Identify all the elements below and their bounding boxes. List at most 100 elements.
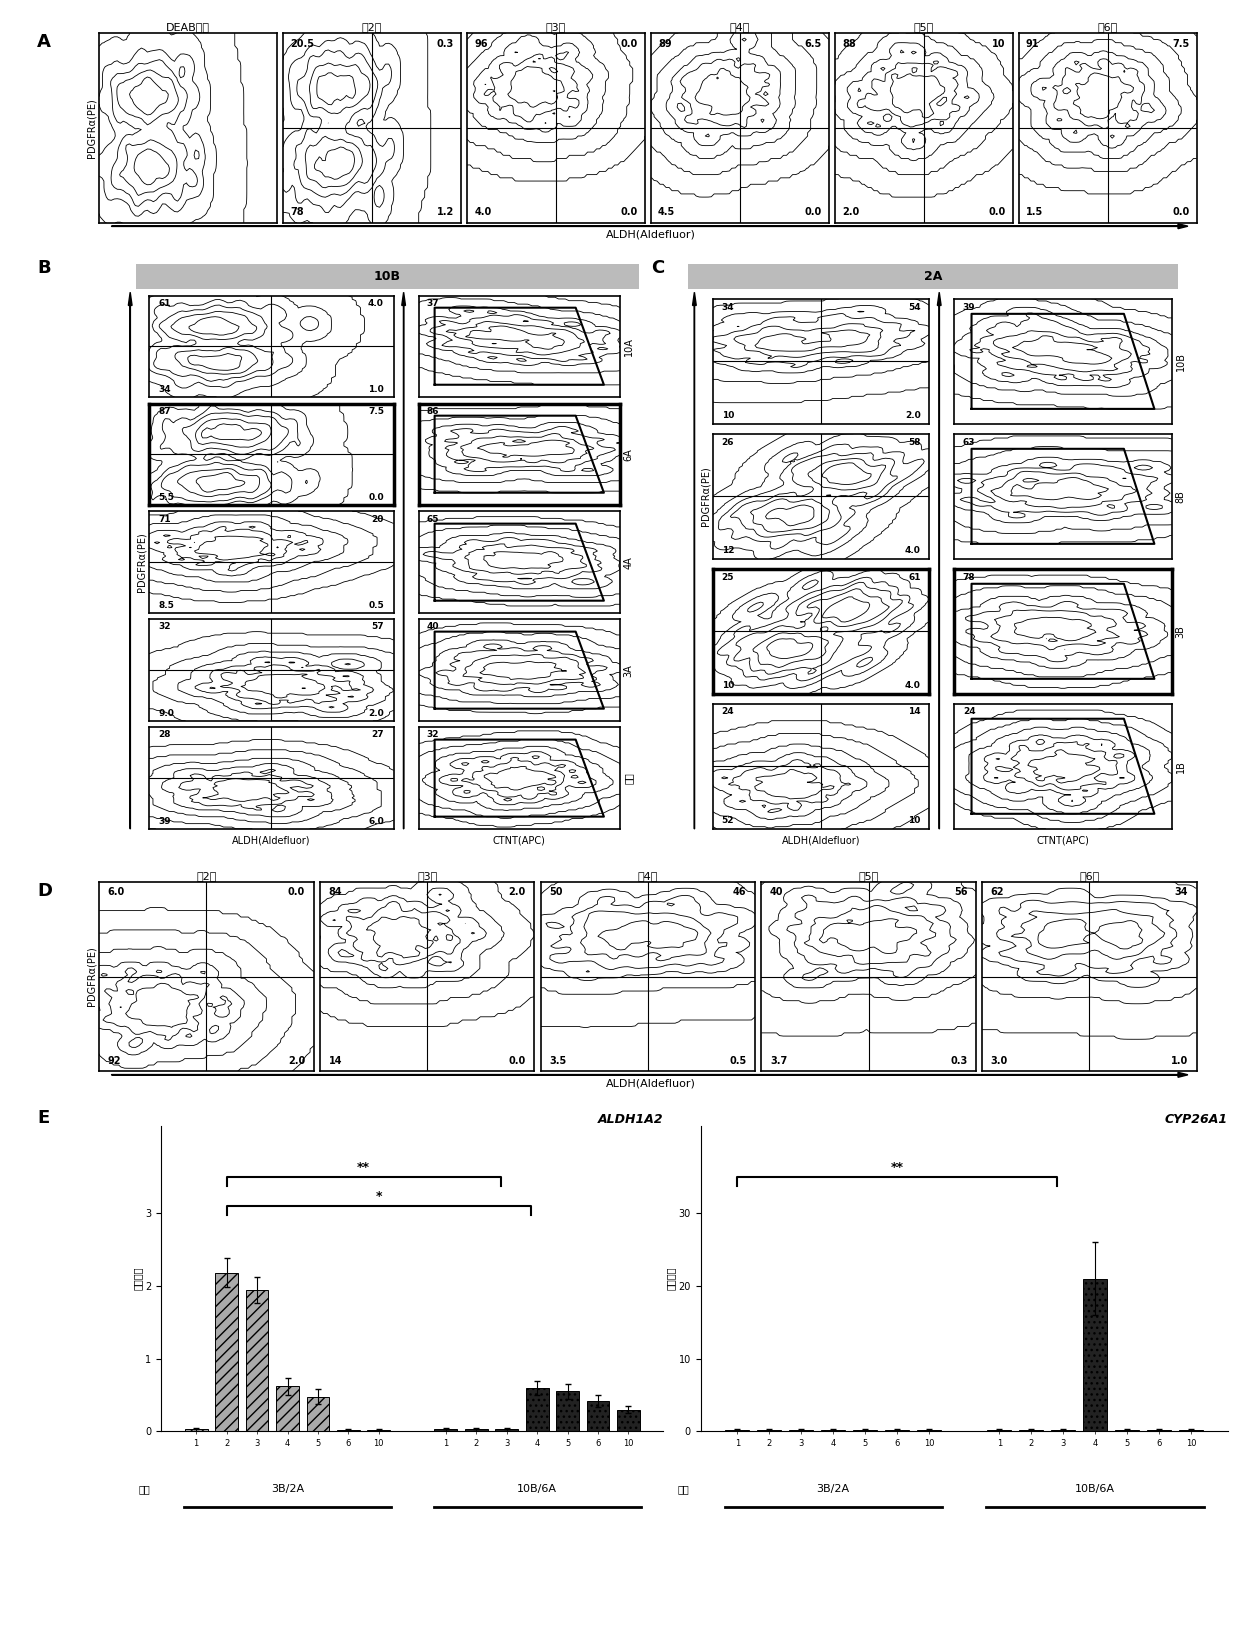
Text: 39: 39 — [962, 302, 976, 312]
Title: 第4天: 第4天 — [637, 870, 658, 882]
Text: 天数: 天数 — [678, 1484, 689, 1494]
Text: 91: 91 — [1025, 38, 1039, 50]
Text: 3A: 3A — [624, 664, 634, 677]
Text: 10B: 10B — [374, 269, 401, 282]
Text: 3.5: 3.5 — [549, 1055, 567, 1067]
Text: 40: 40 — [770, 887, 784, 898]
Text: 34: 34 — [722, 302, 734, 312]
Text: 50: 50 — [549, 887, 563, 898]
Y-axis label: PDGFRα(PE): PDGFRα(PE) — [701, 467, 711, 527]
Text: ALDH(Aldefluor): ALDH(Aldefluor) — [782, 835, 861, 845]
Text: 27: 27 — [371, 730, 384, 740]
Text: 57: 57 — [371, 622, 384, 631]
Text: 0.0: 0.0 — [620, 38, 637, 50]
Text: 78: 78 — [290, 206, 304, 218]
Text: 20: 20 — [372, 515, 384, 523]
Text: 3.0: 3.0 — [991, 1055, 1008, 1067]
Text: 2A: 2A — [924, 269, 942, 282]
Text: 34: 34 — [1174, 887, 1188, 898]
Text: 6.0: 6.0 — [368, 817, 384, 826]
Text: 0.3: 0.3 — [950, 1055, 967, 1067]
Text: 61: 61 — [159, 299, 171, 307]
Text: 4.0: 4.0 — [474, 206, 491, 218]
Y-axis label: 相对表达: 相对表达 — [666, 1266, 676, 1291]
Bar — [618, 1410, 640, 1431]
Text: 96: 96 — [474, 38, 487, 50]
Text: 10B/6A: 10B/6A — [517, 1484, 557, 1494]
Text: 24: 24 — [962, 708, 976, 717]
Text: 78: 78 — [962, 573, 976, 581]
Text: 0.0: 0.0 — [1172, 206, 1189, 218]
Text: 62: 62 — [991, 887, 1004, 898]
Text: E: E — [37, 1109, 50, 1128]
Text: 32: 32 — [159, 622, 171, 631]
Text: 4A: 4A — [624, 556, 634, 568]
Text: 87: 87 — [159, 406, 171, 416]
Y-axis label: PDGFRα(PE): PDGFRα(PE) — [87, 97, 97, 158]
Text: 40: 40 — [427, 622, 439, 631]
Text: 10A: 10A — [624, 337, 634, 355]
Text: 0.0: 0.0 — [620, 206, 637, 218]
Text: 7.5: 7.5 — [1172, 38, 1189, 50]
Bar — [556, 1392, 579, 1431]
Text: 4.5: 4.5 — [658, 206, 676, 218]
Text: 2.0: 2.0 — [842, 206, 859, 218]
Text: 10: 10 — [908, 816, 920, 826]
Text: 3B/2A: 3B/2A — [817, 1484, 849, 1494]
Text: 71: 71 — [159, 515, 171, 523]
Text: 24: 24 — [722, 708, 734, 717]
Text: 14: 14 — [329, 1055, 342, 1067]
Text: 32: 32 — [427, 730, 439, 740]
Y-axis label: PDGFRα(PE): PDGFRα(PE) — [87, 946, 97, 1007]
Text: *: * — [376, 1190, 382, 1204]
Bar — [495, 1430, 518, 1431]
Title: 第2天: 第2天 — [362, 21, 382, 33]
Text: 1B: 1B — [1176, 759, 1185, 773]
Text: 84: 84 — [329, 887, 342, 898]
Text: A: A — [37, 33, 51, 51]
Text: **: ** — [890, 1161, 904, 1174]
Text: **: ** — [357, 1161, 370, 1174]
Text: 54: 54 — [908, 302, 920, 312]
Text: 0.0: 0.0 — [368, 494, 384, 502]
Text: 10B/6A: 10B/6A — [1075, 1484, 1115, 1494]
Text: D: D — [37, 882, 52, 900]
Text: 56: 56 — [954, 887, 967, 898]
Text: 2.0: 2.0 — [905, 411, 920, 419]
Text: 28: 28 — [159, 730, 171, 740]
Text: 4.0: 4.0 — [368, 299, 384, 307]
Bar — [1083, 1280, 1107, 1431]
Title: 第3天: 第3天 — [546, 21, 565, 33]
Text: 9.0: 9.0 — [159, 708, 175, 718]
Bar — [185, 1430, 207, 1431]
Text: 1.5: 1.5 — [1025, 206, 1043, 218]
Text: 0.3: 0.3 — [436, 38, 454, 50]
Text: 7.5: 7.5 — [368, 406, 384, 416]
Text: 1.0: 1.0 — [1171, 1055, 1188, 1067]
Y-axis label: PDGFRα(PE): PDGFRα(PE) — [136, 532, 146, 593]
Text: 1.2: 1.2 — [436, 206, 454, 218]
Title: 第5天: 第5天 — [858, 870, 879, 882]
Text: 4.0: 4.0 — [905, 546, 920, 555]
Text: 4.0: 4.0 — [905, 682, 920, 690]
Text: 0.5: 0.5 — [729, 1055, 746, 1067]
Title: 第2天: 第2天 — [196, 870, 217, 882]
Text: 39: 39 — [159, 817, 171, 826]
Text: 58: 58 — [908, 438, 920, 446]
Text: 10: 10 — [722, 411, 734, 419]
Text: 0.0: 0.0 — [805, 206, 822, 218]
Y-axis label: 相对表达: 相对表达 — [133, 1266, 143, 1291]
Text: ALDH(Aldefluor): ALDH(Aldefluor) — [232, 835, 310, 845]
Text: 2.0: 2.0 — [368, 708, 384, 718]
Text: 6.5: 6.5 — [805, 38, 822, 50]
Text: CYP26A1: CYP26A1 — [1164, 1113, 1228, 1126]
Title: 第6天: 第6天 — [1079, 870, 1100, 882]
Text: 88: 88 — [842, 38, 856, 50]
Text: 3.7: 3.7 — [770, 1055, 787, 1067]
Text: 0.0: 0.0 — [508, 1055, 526, 1067]
Bar — [465, 1430, 487, 1431]
Text: 0.0: 0.0 — [288, 887, 305, 898]
Text: 89: 89 — [658, 38, 672, 50]
Text: 1.0: 1.0 — [368, 385, 384, 395]
Text: ALDH(Aldefluor): ALDH(Aldefluor) — [606, 1078, 696, 1088]
